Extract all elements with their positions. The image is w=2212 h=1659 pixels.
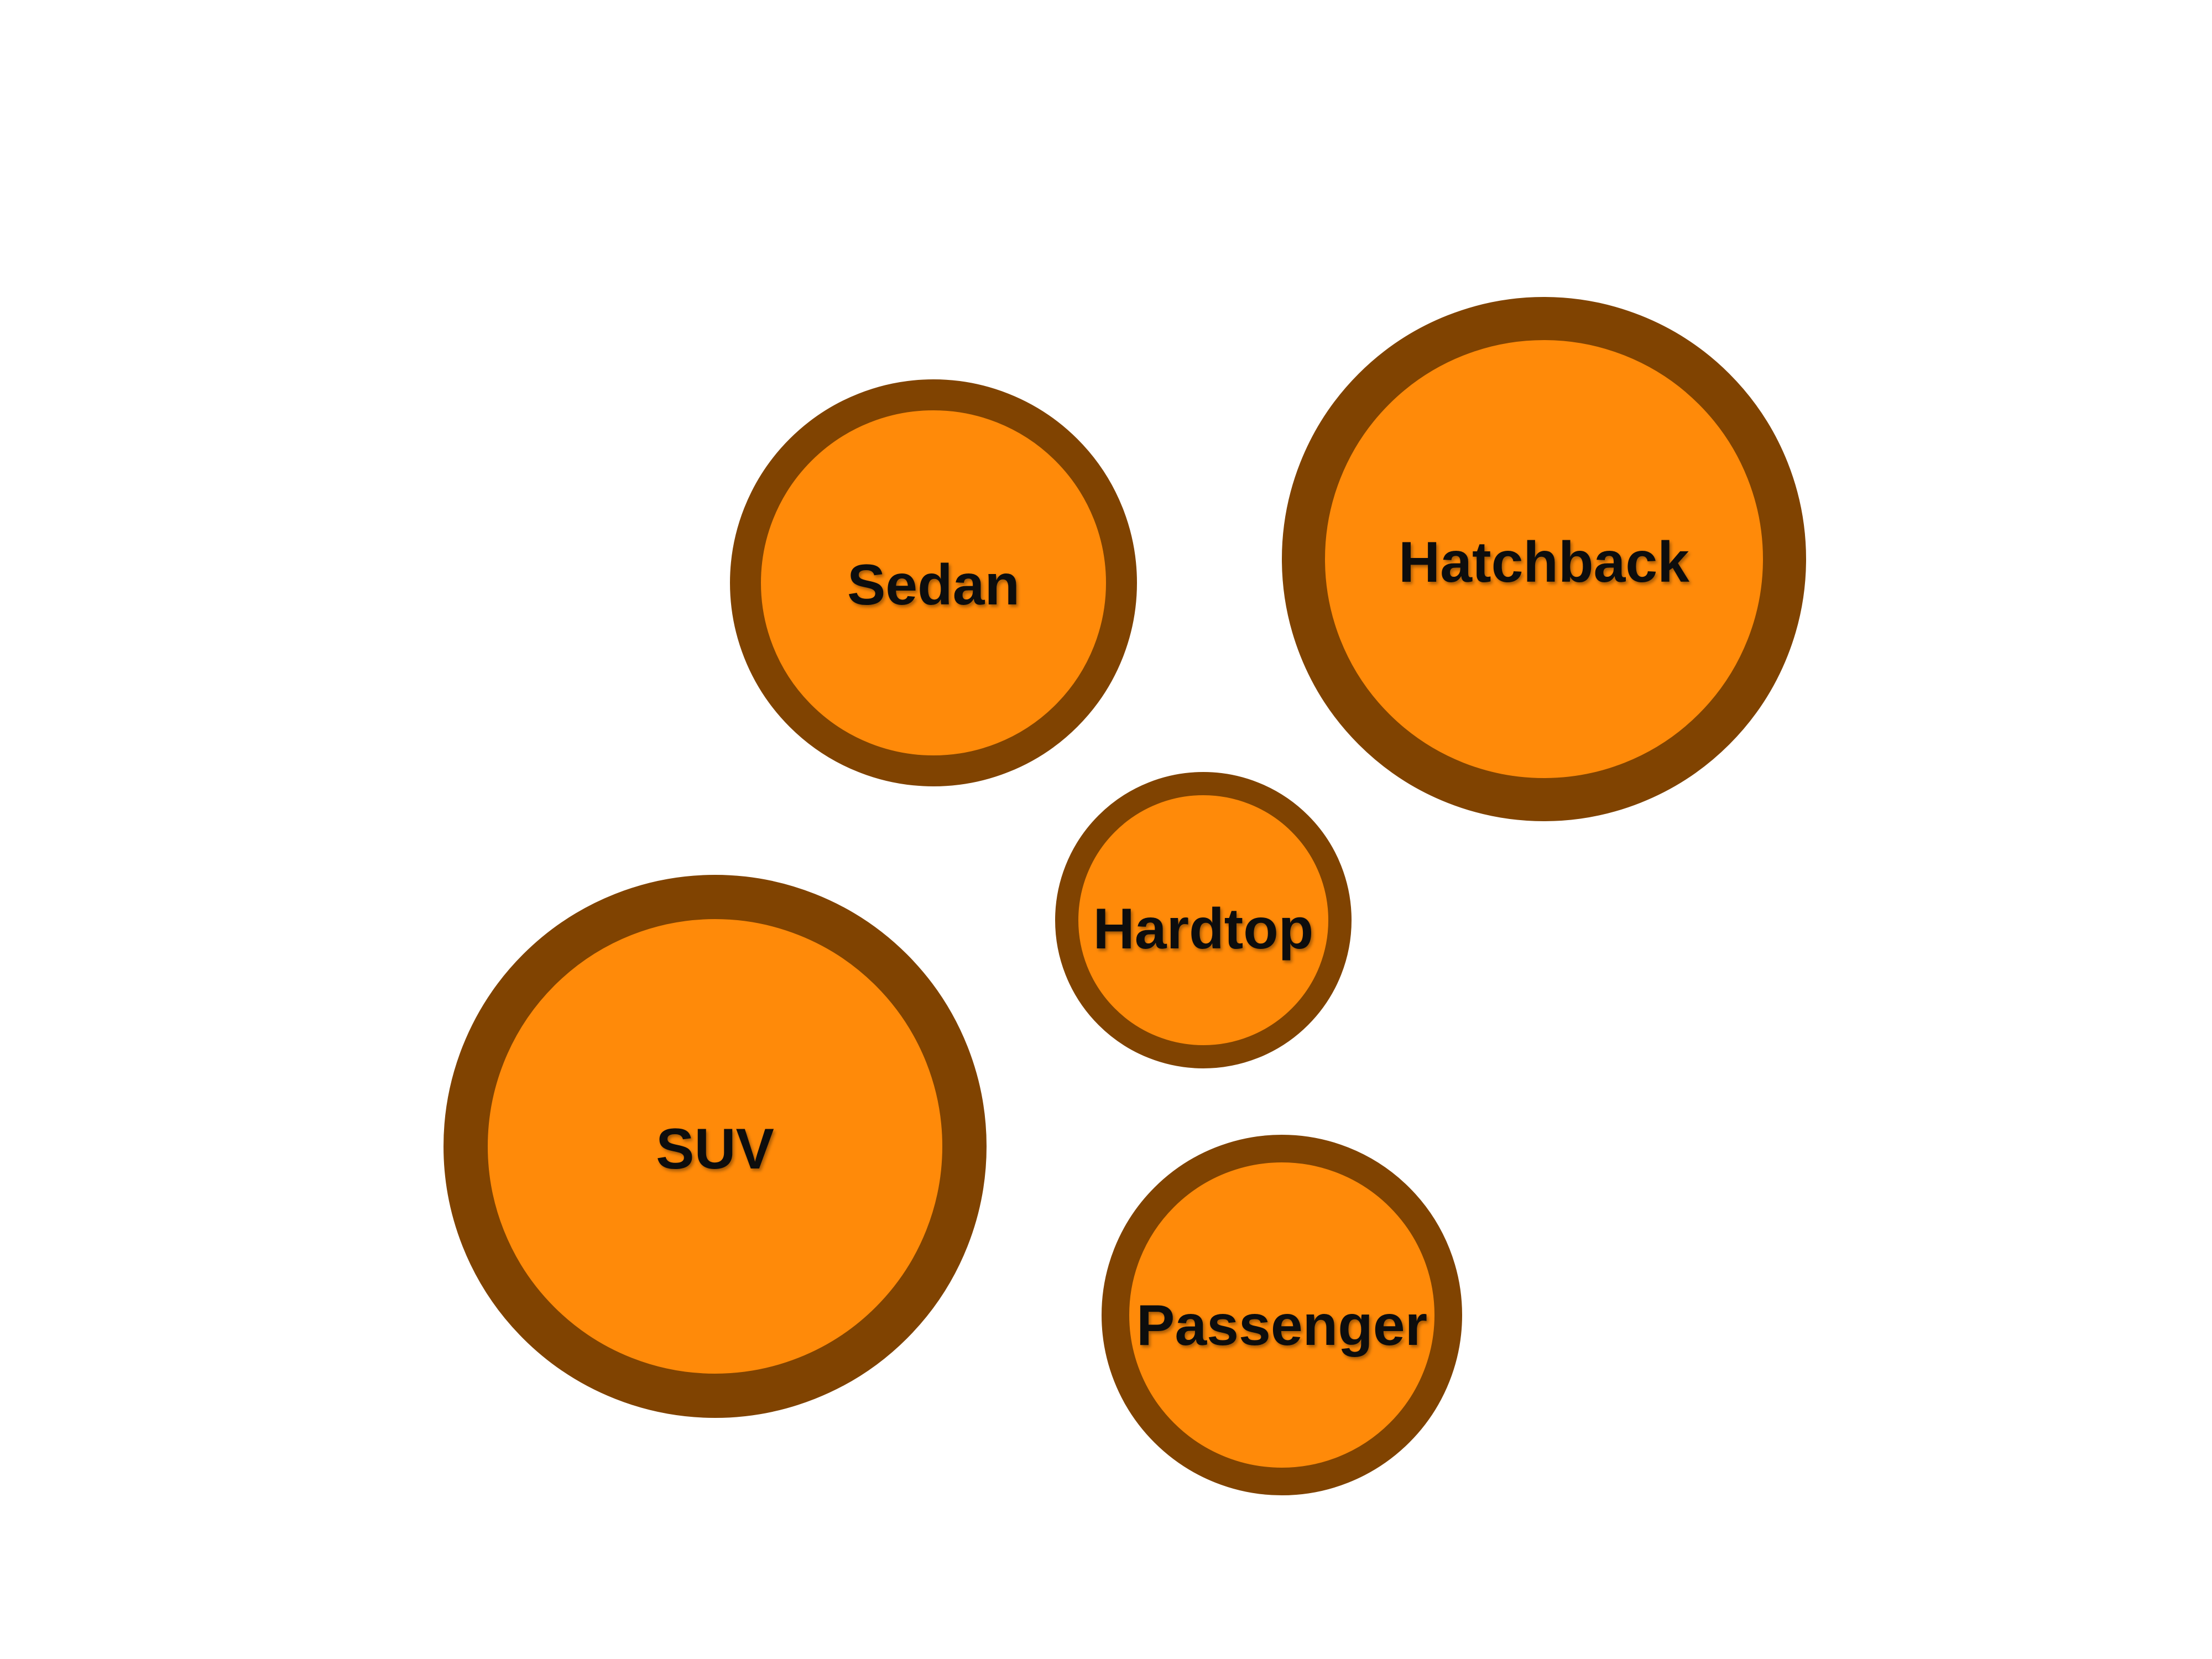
bubble-sedan-circle	[730, 379, 1137, 786]
bubble-passenger: Passenger	[1102, 1135, 1462, 1495]
bubble-hardtop-label: Hardtop	[1093, 897, 1314, 961]
bubble-hatchback-label: Hatchback	[1399, 530, 1689, 594]
bubble-hardtop: Hardtop	[1055, 772, 1352, 1068]
bubble-passenger-label: Passenger	[1136, 1293, 1427, 1358]
bubble-suv: SUV	[444, 875, 987, 1418]
bubble-sedan: Sedan	[730, 379, 1137, 786]
bubble-suv-label: SUV	[656, 1117, 774, 1181]
bubble-hatchback: Hatchback	[1282, 297, 1806, 821]
bubble-hatchback-circle	[1282, 297, 1806, 821]
bubble-passenger-circle	[1102, 1135, 1462, 1495]
bubble-suv-circle	[444, 875, 987, 1418]
bubble-sedan-label: Sedan	[847, 553, 1020, 617]
bubble-hardtop-circle	[1055, 772, 1352, 1068]
